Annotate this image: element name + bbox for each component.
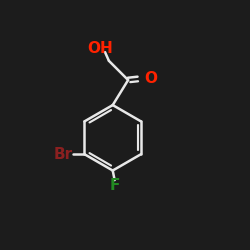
- Text: F: F: [110, 178, 120, 194]
- Text: Br: Br: [54, 147, 73, 162]
- Text: O: O: [144, 70, 157, 86]
- Text: OH: OH: [87, 41, 113, 56]
